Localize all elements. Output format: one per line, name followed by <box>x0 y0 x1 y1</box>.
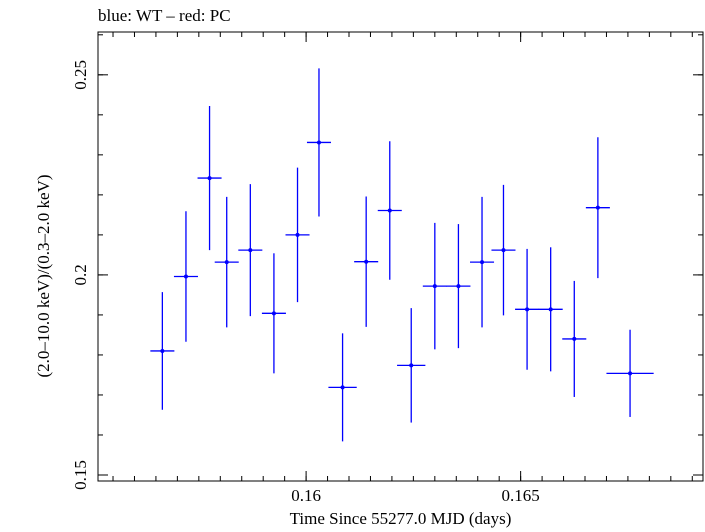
chart-title: blue: WT – red: PC <box>98 6 231 25</box>
data-marker <box>183 274 188 279</box>
data-point <box>328 333 357 442</box>
data-marker <box>207 176 212 181</box>
data-marker <box>224 260 229 265</box>
data-marker <box>364 259 369 264</box>
plot-frame <box>97 31 704 482</box>
y-axis-label: (2.0–10.0 keV)/(0.3–2.0 keV) <box>34 174 53 378</box>
y-tick-label: 0.2 <box>71 264 90 285</box>
x-tick-label: 0.165 <box>502 486 540 505</box>
data-point <box>538 247 563 372</box>
data-point <box>306 68 331 217</box>
data-marker <box>160 348 165 353</box>
data-point <box>422 222 447 350</box>
data-marker <box>456 284 461 289</box>
data-point <box>470 196 495 328</box>
data-point <box>354 196 379 327</box>
data-point <box>562 280 587 397</box>
data-point <box>285 167 310 303</box>
x-axis-label: Time Since 55277.0 MJD (days) <box>289 509 512 528</box>
data-marker <box>501 248 506 253</box>
data-point <box>261 253 286 374</box>
data-point <box>491 184 516 316</box>
data-point <box>585 137 610 279</box>
data-point <box>377 141 402 280</box>
data-point <box>173 211 198 342</box>
data-point <box>515 248 540 370</box>
data-marker <box>340 385 345 390</box>
data-marker <box>316 140 321 145</box>
data-marker <box>480 260 485 265</box>
data-point <box>238 184 263 317</box>
data-marker <box>295 232 300 237</box>
y-tick-label: 0.15 <box>71 460 90 490</box>
data-marker <box>248 248 253 253</box>
data-marker <box>432 284 437 289</box>
data-marker <box>548 307 553 312</box>
data-point <box>397 308 426 423</box>
data-marker <box>572 336 577 341</box>
data-point <box>606 329 654 417</box>
data-marker <box>271 311 276 316</box>
data-point <box>214 196 239 328</box>
data-marker <box>525 307 530 312</box>
data-marker <box>387 208 392 213</box>
data-marker <box>595 205 600 210</box>
data-point <box>446 224 471 349</box>
data-point <box>150 292 175 410</box>
y-tick-label: 0.25 <box>71 60 90 90</box>
data-marker <box>628 371 633 376</box>
data-point <box>197 106 222 251</box>
x-tick-label: 0.16 <box>291 486 321 505</box>
data-marker <box>409 363 414 368</box>
